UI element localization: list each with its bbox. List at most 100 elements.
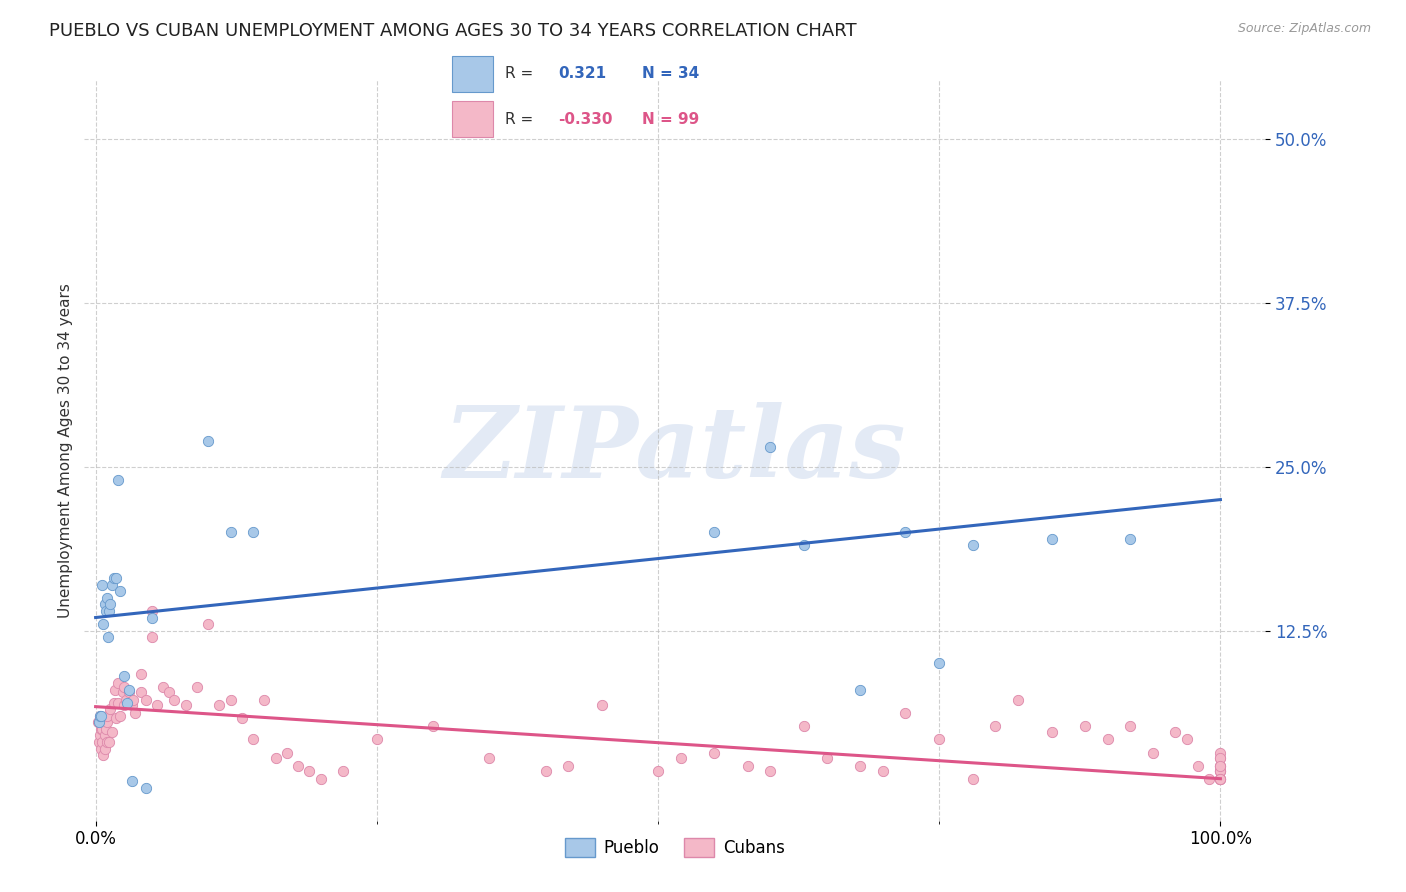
Point [759,764,782,778]
Point [422,719,444,733]
Point [219,525,242,540]
Point [1164,724,1187,739]
Point [129,685,152,699]
Point [1007,693,1029,707]
Point [157,685,180,699]
Point [93,598,115,612]
Legend: Pueblo, Cubans: Pueblo, Cubans [558,831,792,864]
Point [366,732,388,747]
Point [928,657,950,671]
Point [737,758,759,772]
Point [110,708,132,723]
Point [894,525,917,540]
Point [146,698,169,713]
Point [1040,532,1063,546]
Point [231,711,253,725]
Point [186,680,208,694]
Point [118,682,141,697]
Point [115,693,138,707]
Point [96,708,118,723]
Point [90,722,112,736]
Text: PUEBLO VS CUBAN UNEMPLOYMENT AMONG AGES 30 TO 34 YEARS CORRELATION CHART: PUEBLO VS CUBAN UNEMPLOYMENT AMONG AGES … [49,22,856,40]
Point [1209,758,1232,772]
Point [208,698,231,713]
Point [242,732,264,747]
Point [793,719,815,733]
Point [87,715,110,730]
Point [669,750,692,764]
Point [90,708,112,723]
Point [91,735,114,749]
Point [98,702,121,716]
Point [793,539,815,553]
Point [101,578,124,592]
Point [93,741,115,756]
Point [534,764,557,778]
Point [107,676,129,690]
Point [1209,758,1232,772]
Point [1209,764,1232,778]
Point [104,571,127,585]
Text: R =: R = [505,66,538,81]
Point [94,722,117,736]
Point [98,598,121,612]
Point [1209,772,1232,786]
Point [112,680,135,694]
Point [107,696,129,710]
Point [962,539,984,553]
Text: Source: ZipAtlas.com: Source: ZipAtlas.com [1237,22,1371,36]
Point [93,748,115,763]
Point [591,698,613,713]
Point [1142,746,1164,760]
Point [89,708,111,723]
Point [894,706,917,721]
Point [276,746,298,760]
Point [112,698,135,713]
Point [141,604,163,618]
Point [89,729,111,743]
Point [94,604,117,618]
Point [93,715,115,730]
Point [121,774,143,789]
Point [197,617,219,632]
Point [849,682,872,697]
Point [703,746,725,760]
Point [1209,772,1232,786]
Point [118,685,141,699]
Point [135,780,157,795]
Point [1175,732,1198,747]
Point [703,525,725,540]
Point [647,764,669,778]
Point [219,693,242,707]
Point [112,669,135,683]
Point [557,758,579,772]
Point [872,764,894,778]
Point [984,719,1007,733]
Text: N = 34: N = 34 [641,66,699,81]
Point [129,666,152,681]
Point [962,772,984,786]
Point [91,578,114,592]
Point [849,758,872,772]
Point [152,680,174,694]
Point [107,473,129,487]
Point [815,750,838,764]
Point [478,750,501,764]
Point [1209,764,1232,778]
Point [298,764,321,778]
Point [141,610,163,624]
Point [104,682,127,697]
Text: R =: R = [505,112,538,127]
Point [91,722,114,736]
Point [1209,758,1232,772]
Point [1119,719,1142,733]
Y-axis label: Unemployment Among Ages 30 to 34 years: Unemployment Among Ages 30 to 34 years [58,283,73,618]
Point [163,693,186,707]
Point [104,711,127,725]
Point [135,693,157,707]
Point [332,764,354,778]
Point [97,630,120,644]
Point [1097,732,1119,747]
Point [1209,772,1232,786]
Point [98,604,121,618]
